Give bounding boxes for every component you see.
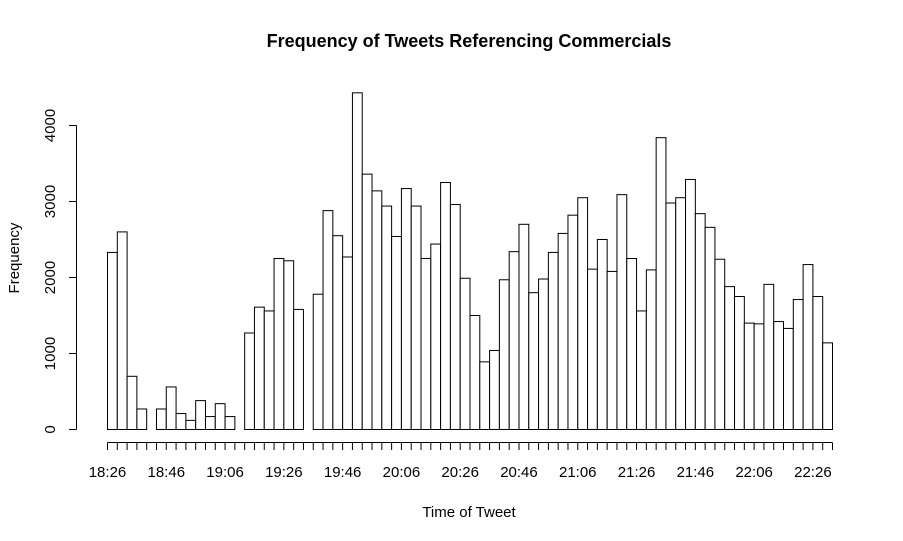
histogram-bar: [165, 386, 177, 431]
histogram-bar: [244, 332, 255, 431]
histogram-bar: [587, 268, 598, 431]
histogram-bar: [391, 235, 402, 430]
histogram-bar: [351, 92, 363, 430]
histogram-bar: [224, 416, 236, 430]
histogram-bar: [567, 214, 579, 430]
histogram-bar: [636, 310, 647, 430]
histogram-bar: [675, 197, 687, 430]
histogram-bar: [528, 292, 540, 431]
histogram-bar: [606, 270, 618, 431]
x-tick-label: 22:26: [794, 464, 832, 481]
histogram-bar: [822, 342, 834, 430]
histogram-bar: [498, 279, 510, 430]
x-axis-label: Time of Tweet: [422, 504, 516, 521]
histogram-bar: [557, 232, 569, 430]
histogram-bar: [734, 296, 745, 430]
x-tick-label: 21:06: [559, 464, 597, 481]
chart-title: Frequency of Tweets Referencing Commerci…: [267, 31, 672, 51]
histogram-bar: [293, 308, 304, 431]
histogram-bar: [400, 188, 412, 430]
histogram-bar: [616, 194, 628, 430]
histogram-bar: [763, 283, 775, 430]
histogram-bar: [783, 327, 794, 431]
histogram-bar: [655, 137, 667, 430]
histogram-bar: [273, 258, 285, 430]
histogram-bar: [312, 293, 324, 430]
histogram-bar: [361, 173, 373, 430]
histogram-bar: [753, 323, 765, 430]
histogram-bar: [724, 286, 736, 430]
histogram-bar: [253, 306, 265, 431]
histogram-bar: [685, 178, 696, 430]
y-axis: 0 1000 2000 3000 4000: [42, 109, 77, 434]
histogram-bar: [195, 400, 206, 430]
x-tick-label: 18:46: [148, 464, 186, 481]
x-tick-label: 20:06: [383, 464, 421, 481]
histogram-bar: [440, 182, 451, 430]
histogram-bar: [420, 258, 432, 430]
y-axis-label: Frequency: [6, 222, 23, 293]
x-tick-label: 18:26: [89, 464, 127, 481]
histogram-bar: [107, 251, 118, 430]
histogram-bar: [263, 310, 275, 430]
y-tick-label: 3000: [42, 185, 59, 218]
histogram-bar: [812, 296, 824, 430]
x-tick-label: 19:06: [206, 464, 244, 481]
histogram-bar: [371, 190, 383, 430]
y-tick-label: 2000: [42, 261, 59, 294]
bars-group: [107, 92, 834, 431]
histogram-bar: [469, 315, 481, 430]
histogram-bar: [479, 361, 491, 430]
x-tick-label: 22:06: [735, 464, 773, 481]
histogram-bar: [577, 197, 589, 430]
histogram-bar: [381, 205, 393, 430]
histogram-bar: [645, 269, 657, 430]
histogram-bar: [704, 226, 716, 430]
y-tick-label: 1000: [42, 337, 59, 370]
histogram-bar: [792, 299, 804, 431]
y-tick-label: 0: [42, 425, 59, 433]
x-tick-label: 20:46: [500, 464, 538, 481]
histogram-bar: [126, 375, 138, 430]
x-tick-label: 19:46: [324, 464, 362, 481]
histogram-bar: [665, 202, 677, 430]
histogram-bar: [694, 213, 706, 430]
histogram-bar: [547, 251, 559, 430]
histogram-bar: [626, 258, 638, 430]
histogram-bar: [175, 413, 187, 431]
histogram-bar: [410, 205, 422, 430]
histogram-bar: [116, 231, 128, 430]
histogram-bar: [596, 239, 608, 430]
histogram-bar: [283, 260, 295, 430]
histogram-bar: [155, 408, 167, 431]
histogram-bar: [459, 277, 471, 431]
x-tick-label: 20:26: [441, 464, 479, 481]
x-tick-label: 21:46: [677, 464, 715, 481]
histogram-bar: [204, 416, 216, 430]
histogram-bar: [508, 251, 520, 430]
histogram-bar: [136, 408, 148, 431]
histogram-bar: [322, 210, 334, 430]
histogram-bar: [332, 235, 344, 430]
x-tick-label: 21:26: [618, 464, 656, 481]
x-axis: 18:26 18:46 19:06 19:26 19:46 20:06 20:26 20:46…: [89, 442, 833, 481]
histogram-bar: [342, 256, 353, 431]
histogram-bar: [538, 278, 549, 430]
histogram-bar: [185, 419, 197, 431]
histogram-bar: [802, 264, 814, 430]
y-tick-label: 4000: [42, 109, 59, 142]
histogram-bar: [743, 322, 755, 431]
histogram-bar: [714, 258, 726, 431]
histogram-bar: [518, 223, 530, 430]
histogram-bar: [489, 349, 500, 430]
histogram-bar: [430, 243, 442, 430]
histogram-bar: [449, 204, 461, 430]
histogram-bar: [773, 321, 785, 430]
histogram-bar: [214, 403, 226, 431]
x-tick-label: 19:26: [265, 464, 303, 481]
